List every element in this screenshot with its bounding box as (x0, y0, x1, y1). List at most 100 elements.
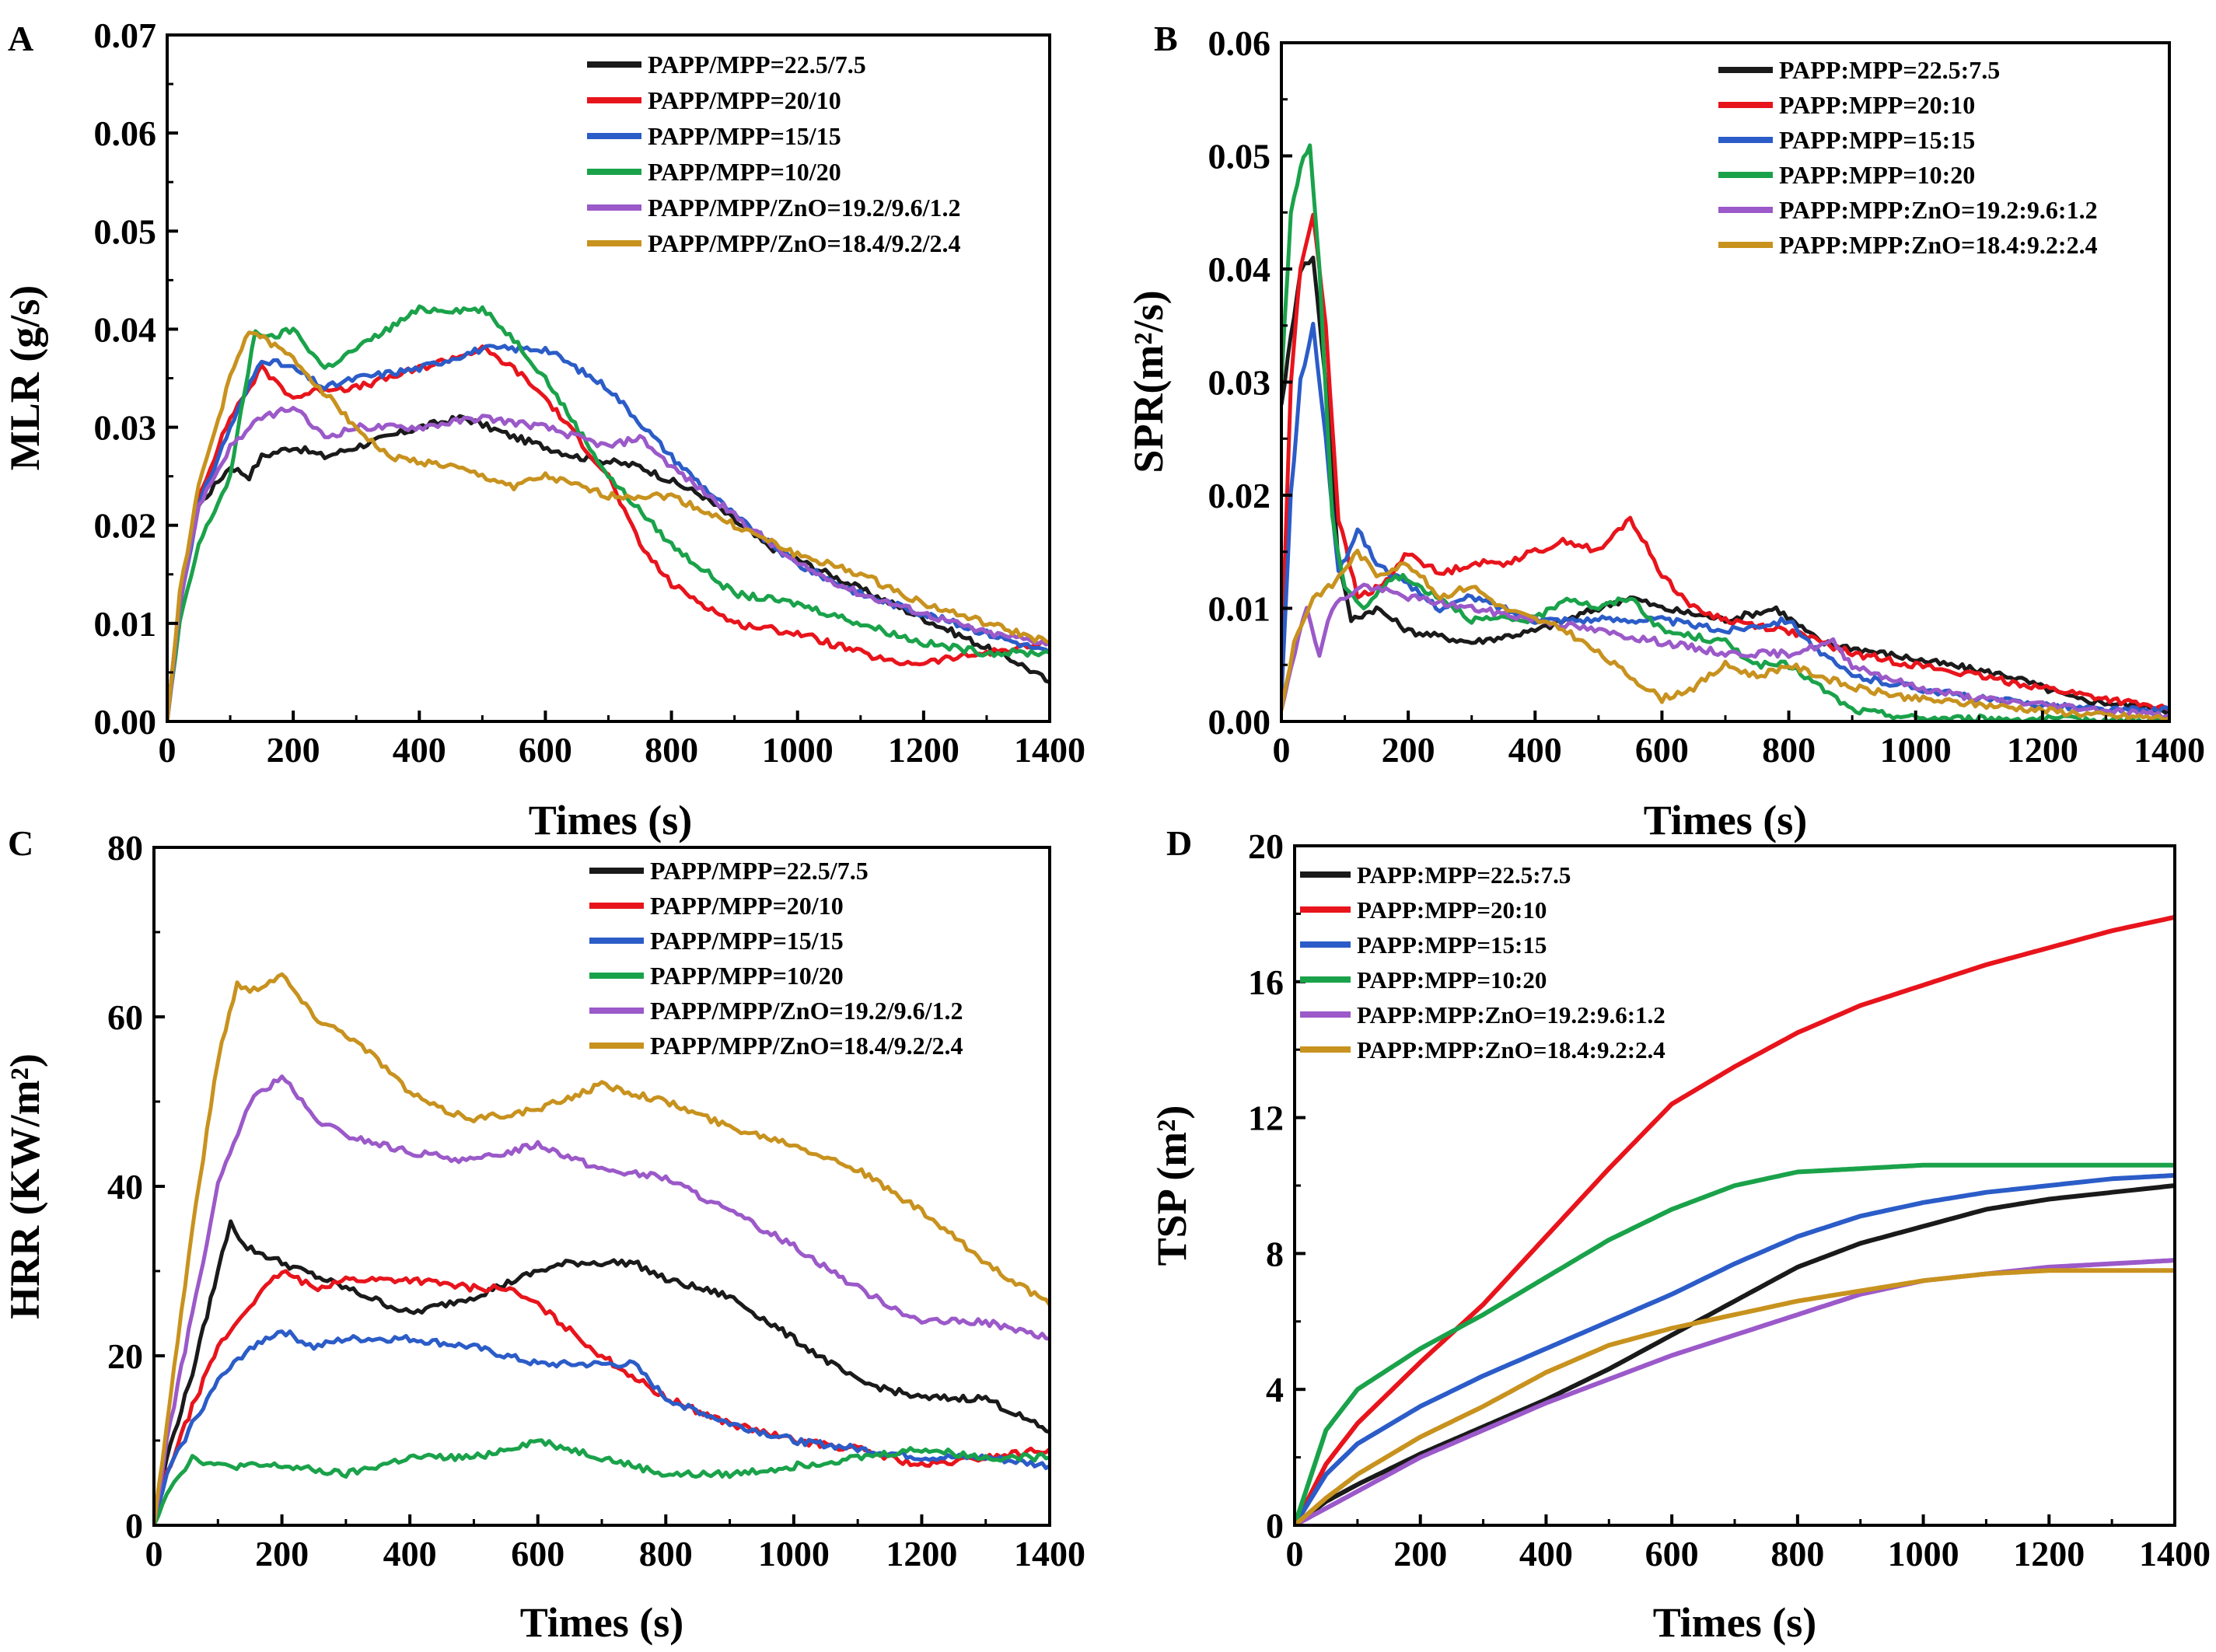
legend-label-a: PAPP/MPP/ZnO=18.4/9.2/2.4 (648, 229, 961, 257)
x-tick-label-a: 1400 (1014, 730, 1085, 770)
y-tick-label-a: 0.03 (94, 408, 157, 448)
y-axis-title-c: HRR (KW/m²) (2, 1053, 48, 1319)
y-axis-title-d: TSP (m²) (1148, 1105, 1195, 1266)
series-line-c-papp-mpp-22-5-7-5 (154, 1219, 1050, 1525)
legend-label-b: PAPP:MPP=10:20 (1779, 161, 1975, 189)
x-tick-label-c: 200 (255, 1534, 309, 1573)
series-line-a-papp-mpp-zno-19-2-9-6-1-2 (167, 406, 1050, 721)
legend-label-b: PAPP:MPP=20:10 (1779, 91, 1975, 119)
x-tick-label-d: 1400 (2139, 1534, 2211, 1573)
series-line-b-papp-mpp-20-10 (1281, 212, 2169, 712)
y-tick-label-c: 0 (125, 1506, 143, 1545)
x-tick-label-b: 1200 (2007, 730, 2078, 770)
x-tick-label-a: 1000 (762, 730, 834, 770)
legend-label-c: PAPP/MPP/ZnO=18.4/9.2/2.4 (650, 1032, 963, 1060)
x-tick-label-d: 400 (1519, 1534, 1573, 1573)
series-line-d-papp-mpp-22-5-7-5 (1295, 1183, 2175, 1525)
legend-label-b: PAPP:MPP=22.5:7.5 (1779, 56, 2000, 84)
y-tick-label-b: 0.04 (1208, 250, 1271, 289)
x-tick-label-c: 800 (639, 1534, 693, 1573)
y-tick-label-b: 0.05 (1208, 137, 1271, 176)
series-group-c (154, 972, 1050, 1525)
legend-label-c: PAPP/MPP=20/10 (650, 892, 844, 920)
series-line-c-papp-mpp-20-10 (154, 1269, 1050, 1525)
x-tick-label-b: 600 (1635, 730, 1689, 770)
series-group-b (1281, 143, 2169, 721)
legend-label-d: PAPP:MPP:ZnO=19.2:9.6:1.2 (1357, 1001, 1665, 1029)
legend-label-a: PAPP/MPP=22.5/7.5 (648, 51, 866, 79)
panel-letter-a: A (8, 19, 33, 58)
series-line-a-papp-mpp-10-20 (167, 304, 1050, 721)
series-line-b-papp-mpp-22-5-7-5 (1281, 255, 2169, 715)
legend-label-b: PAPP:MPP=15:15 (1779, 126, 1975, 154)
x-tick-label-c: 1400 (1014, 1534, 1085, 1573)
y-tick-label-d: 20 (1248, 826, 1284, 866)
y-tick-label-a: 0.04 (94, 309, 157, 349)
legend-label-d: PAPP:MPP=22.5:7.5 (1357, 861, 1571, 889)
y-tick-label-c: 80 (107, 828, 143, 868)
series-line-d-papp-mpp-10-20 (1295, 1162, 2175, 1525)
y-tick-label-b: 0.02 (1208, 476, 1271, 515)
x-tick-label-a: 800 (645, 730, 698, 770)
series-line-d-papp-mpp-20-10 (1295, 914, 2175, 1525)
legend-label-d: PAPP:MPP=10:20 (1357, 966, 1547, 994)
y-tick-label-d: 12 (1248, 1098, 1284, 1138)
y-tick-label-a: 0.00 (94, 702, 157, 742)
x-axis-title-c: Times (s) (520, 1599, 684, 1646)
y-axis-title-b: SPR(m²/s) (1125, 290, 1172, 473)
x-tick-label-c: 600 (511, 1534, 564, 1573)
legend-b: PAPP:MPP=22.5:7.5 PAPP:MPP=20:10 PAPP:MPP=… (1718, 56, 2098, 259)
legend-label-a: PAPP/MPP=20/10 (648, 86, 841, 114)
series-group-d (1295, 914, 2175, 1525)
x-tick-label-d: 600 (1645, 1534, 1699, 1573)
legend-a: PAPP/MPP=22.5/7.5 PAPP/MPP=20/10 PAPP/MPP=… (587, 51, 961, 257)
x-tick-label-a: 400 (393, 730, 446, 770)
y-tick-label-b: 0.03 (1208, 363, 1271, 403)
y-tick-label-b: 0.06 (1208, 23, 1271, 63)
series-line-c-papp-mpp-15-15 (154, 1329, 1050, 1525)
x-tick-label-d: 1200 (2013, 1534, 2085, 1573)
legend-label-d: PAPP:MPP=20:10 (1357, 896, 1547, 924)
x-tick-label-b: 1400 (2134, 730, 2205, 770)
series-line-a-papp-mpp-22-5-7-5 (167, 414, 1050, 721)
legend-label-a: PAPP/MPP=15/15 (648, 122, 841, 150)
panel-c: C 0 200 400 600 800 1000 1200 1400 0 20 40 60 80 Times… (2, 823, 1085, 1646)
y-tick-label-a: 0.01 (94, 604, 157, 644)
series-line-d-papp-mpp-zno-18-4-9-2-2-4 (1295, 1268, 2175, 1525)
series-line-b-papp-mpp-zno-19-2-9-6-1-2 (1281, 582, 2169, 720)
x-tick-label-a: 1200 (888, 730, 959, 770)
x-tick-label-c: 400 (383, 1534, 437, 1573)
x-tick-label-a: 200 (267, 730, 320, 770)
x-axis-title-b: Times (s) (1644, 797, 1808, 843)
legend-label-c: PAPP/MPP=10/20 (650, 962, 844, 990)
panel-a: A 0 200 400 600 800 1000 1200 1400 0.00 0.01 0.02 0.… (2, 16, 1085, 843)
y-tick-label-a: 0.06 (94, 114, 157, 153)
panel-b: B 0 200 400 600 800 1000 1200 1400 0.00 0.01 0.02 0.… (1125, 19, 2205, 843)
series-line-c-papp-mpp-10-20 (154, 1438, 1050, 1525)
legend-label-c: PAPP/MPP=22.5/7.5 (650, 857, 869, 885)
legend-label-a: PAPP/MPP/ZnO=19.2/9.6/1.2 (648, 194, 961, 222)
legend-label-d: PAPP:MPP=15:15 (1357, 931, 1547, 959)
series-line-a-papp-mpp-20-10 (167, 344, 1050, 721)
series-line-a-papp-mpp-zno-18-4-9-2-2-4 (167, 330, 1050, 721)
y-axis-title-a: MLR (g/s) (2, 285, 48, 470)
x-tick-label-c: 0 (145, 1534, 163, 1573)
legend-d: PAPP:MPP=22.5:7.5 PAPP:MPP=20:10 PAPP:MPP=… (1300, 861, 1665, 1063)
panel-letter-b: B (1154, 19, 1178, 58)
x-tick-label-b: 800 (1762, 730, 1816, 770)
x-axis-title-d: Times (s) (1653, 1599, 1817, 1646)
y-tick-label-a: 0.07 (94, 16, 157, 55)
y-tick-label-c: 40 (107, 1167, 143, 1207)
legend-c: PAPP/MPP=22.5/7.5 PAPP/MPP=20/10 PAPP/MPP=… (589, 857, 963, 1060)
plot-frame-c (152, 846, 1051, 1527)
legend-label-d: PAPP:MPP:ZnO=18.4:9.2:2.4 (1357, 1036, 1665, 1063)
x-tick-label-d: 1000 (1888, 1534, 1959, 1573)
y-tick-label-b: 0.00 (1208, 702, 1271, 742)
series-line-b-papp-mpp-zno-18-4-9-2-2-4 (1281, 548, 2169, 721)
panel-letter-d: D (1166, 823, 1192, 863)
x-tick-label-a: 0 (159, 730, 177, 770)
legend-label-b: PAPP:MPP:ZnO=19.2:9.6:1.2 (1779, 196, 2098, 224)
y-tick-label-a: 0.02 (94, 506, 157, 546)
x-tick-label-b: 1000 (1880, 730, 1952, 770)
